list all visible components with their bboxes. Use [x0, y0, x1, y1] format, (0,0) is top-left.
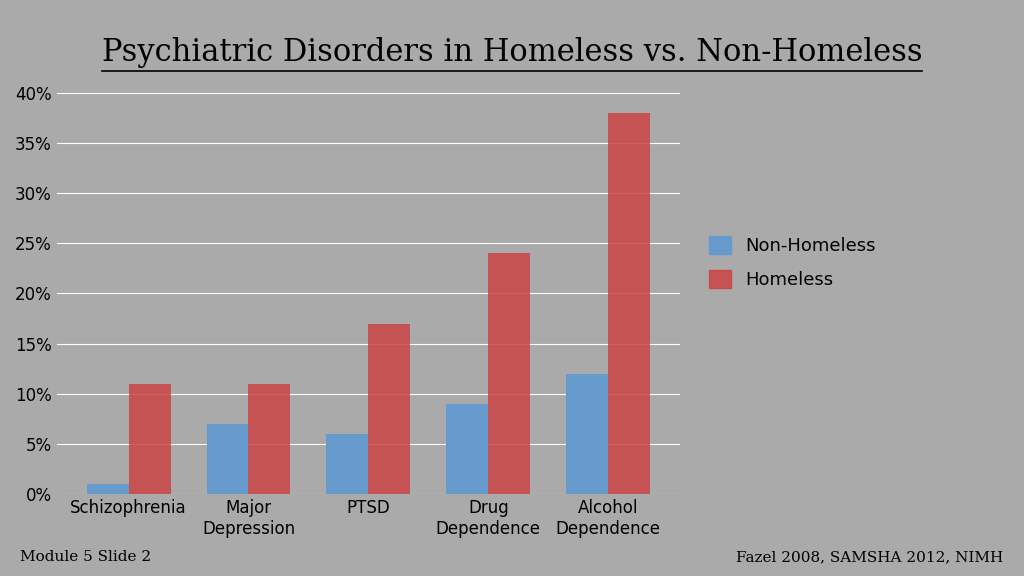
Legend: Non-Homeless, Homeless: Non-Homeless, Homeless [701, 229, 883, 296]
Bar [129, 384, 171, 494]
Text: Module 5 Slide 2: Module 5 Slide 2 [20, 551, 152, 564]
Text: Psychiatric Disorders in Homeless vs. Non-Homeless: Psychiatric Disorders in Homeless vs. No… [101, 37, 923, 69]
Bar [488, 253, 530, 494]
Bar [87, 484, 129, 494]
Bar [249, 384, 291, 494]
Bar [207, 424, 249, 494]
Bar [608, 113, 650, 494]
Bar [327, 434, 369, 494]
Bar [446, 404, 488, 494]
Text: Fazel 2008, SAMSHA 2012, NIMH: Fazel 2008, SAMSHA 2012, NIMH [736, 551, 1004, 564]
Bar [566, 374, 608, 494]
Bar [369, 324, 411, 494]
